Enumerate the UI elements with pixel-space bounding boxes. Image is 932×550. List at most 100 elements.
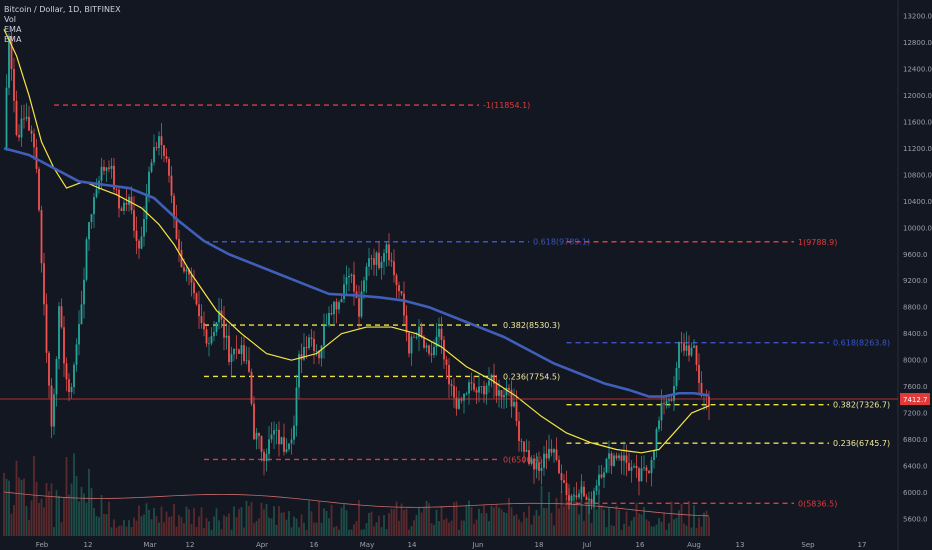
volume-bar xyxy=(565,497,568,536)
x-tick-label: Jun xyxy=(472,541,484,549)
candle xyxy=(273,421,275,449)
x-tick-label: Sep xyxy=(801,541,815,549)
candle xyxy=(53,388,55,435)
volume-bar xyxy=(513,515,515,536)
volume-bar xyxy=(643,507,645,536)
volume-bar xyxy=(310,511,313,536)
candle xyxy=(340,296,343,303)
volume-bar xyxy=(130,526,133,536)
volume-bar xyxy=(5,478,8,536)
volume-bar xyxy=(85,502,88,536)
candle xyxy=(295,374,298,437)
candle xyxy=(43,252,45,316)
candle xyxy=(520,438,523,452)
volume-bar xyxy=(175,526,178,536)
volume-bar xyxy=(120,525,123,536)
volume-bar xyxy=(115,527,118,536)
ema-indicator-label-1[interactable]: EMA xyxy=(4,25,22,34)
candle xyxy=(155,142,158,151)
chart-legend: Bitcoin / Dollar, 1D, BITFINEX Vol EMA E… xyxy=(4,5,121,45)
candle xyxy=(305,336,308,359)
volume-bar xyxy=(670,501,673,536)
volume-bar xyxy=(8,480,10,536)
candle xyxy=(483,380,485,403)
candle xyxy=(85,236,88,282)
candle xyxy=(220,298,223,329)
volume-bar xyxy=(430,523,433,536)
candle xyxy=(383,249,385,275)
candle xyxy=(75,338,78,372)
candle xyxy=(225,322,228,350)
volume-bar xyxy=(470,507,473,536)
candle xyxy=(555,437,558,462)
y-tick-label: 10400.0 xyxy=(903,198,932,206)
candle xyxy=(150,159,153,174)
volume-bar xyxy=(233,506,235,536)
volume-bar xyxy=(415,514,418,536)
candle xyxy=(408,331,410,358)
candle xyxy=(263,448,265,476)
volume-bar xyxy=(523,511,525,536)
symbol-title[interactable]: Bitcoin / Dollar, 1D, BITFINEX xyxy=(4,5,121,14)
volume-bar xyxy=(638,513,640,536)
volume-bar xyxy=(535,509,538,536)
volume-bar xyxy=(160,506,163,536)
volume-bar xyxy=(640,514,643,536)
volume-bar xyxy=(600,505,603,536)
volume-indicator-label[interactable]: Vol xyxy=(4,15,16,24)
candle xyxy=(110,157,113,179)
time-axis[interactable]: Feb 12 Mar 12 Apr 16 May 14 Jun 18 Jul 16 Aug 13 Sep 17 xyxy=(36,541,867,549)
candle xyxy=(250,368,253,406)
candle xyxy=(565,470,568,500)
candle xyxy=(55,356,58,407)
candle xyxy=(658,416,660,432)
volume-bar xyxy=(73,453,75,536)
volume-bar xyxy=(495,504,498,536)
candle xyxy=(240,336,243,366)
candle xyxy=(468,379,470,405)
ema-indicator-label-2[interactable]: EMA xyxy=(4,35,22,44)
volume-bar xyxy=(93,508,95,536)
candle xyxy=(635,454,638,478)
volume-bar xyxy=(325,510,328,536)
candle xyxy=(630,460,633,483)
y-tick-label: 10000.0 xyxy=(903,224,932,232)
candle xyxy=(173,193,175,228)
candle xyxy=(200,304,203,329)
y-tick-label: 5600.0 xyxy=(903,516,928,524)
candle xyxy=(228,324,230,366)
y-tick-label: 8800.0 xyxy=(903,304,928,312)
volume-bar xyxy=(243,527,245,536)
candle xyxy=(135,216,138,255)
volume-bar xyxy=(148,509,150,536)
candle xyxy=(325,313,328,327)
volume-bar xyxy=(370,511,373,536)
candle xyxy=(178,229,180,263)
candle xyxy=(410,334,413,366)
candle xyxy=(640,455,643,482)
candle xyxy=(95,178,98,199)
candle xyxy=(643,455,645,471)
volume-bar xyxy=(388,513,390,536)
candle xyxy=(70,383,73,399)
candle xyxy=(168,156,170,183)
candle xyxy=(215,322,218,336)
price-axis[interactable]: 13200.0 12800.0 12400.0 12000.0 11600.0 11200… xyxy=(897,0,932,550)
volume-bar xyxy=(55,490,58,536)
candle xyxy=(345,265,348,297)
candle xyxy=(360,280,363,319)
candle xyxy=(8,33,10,96)
volume-bar xyxy=(440,506,443,536)
volume-bar xyxy=(40,498,43,536)
fib-level: 0.236(6745.7) xyxy=(566,439,890,448)
candle xyxy=(105,166,108,182)
fib-level-label: -1(11854.1) xyxy=(483,101,530,110)
candle xyxy=(353,261,355,306)
volume-bar xyxy=(623,523,625,536)
volume-bar xyxy=(178,515,180,536)
volume-bar xyxy=(678,510,680,536)
volume-bar xyxy=(333,527,335,536)
candle xyxy=(350,273,353,284)
volume-bar xyxy=(280,512,283,536)
